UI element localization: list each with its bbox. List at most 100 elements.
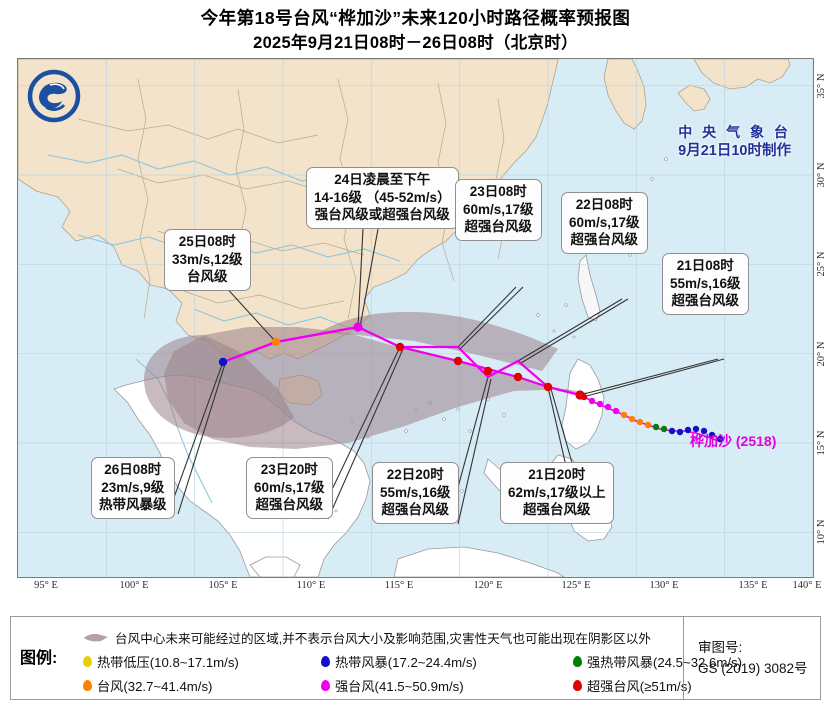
- lat-tick: 10° N: [816, 519, 827, 545]
- callout-25th-08[interactable]: 25日08时 33m/s,12级 台风级: [164, 229, 251, 291]
- forecast-track-line-main: [222, 325, 581, 397]
- legend-label: 超强台风(≥51m/s): [587, 678, 692, 694]
- track-point-23rd-08: [453, 356, 463, 366]
- callout-line-1: 21日20时: [528, 467, 586, 482]
- callout-line-2: 55m/s,16级: [380, 484, 451, 500]
- observed-track-points: [580, 393, 724, 443]
- track-point-21st-20: [543, 382, 553, 392]
- callout-line-1: 23日08时: [469, 184, 527, 199]
- lon-tick: 100° E: [119, 580, 149, 591]
- callout-line-3: 强台风级或超强台风级: [314, 207, 450, 222]
- lat-tick: 20° N: [816, 341, 827, 367]
- lon-tick: 115° E: [384, 580, 414, 591]
- legend-row-2: 台风(32.7~41.4m/s) 强台风(41.5~50.9m/s) 超强台风(…: [83, 673, 823, 697]
- legend-item-severe-tropical-storm: 强热带风暴(24.5~32.6m/s): [573, 652, 823, 671]
- title-line-2: 2025年9月21日08时－26日08时（北京时）: [253, 34, 578, 52]
- legend-item-typhoon: 台风(32.7~41.4m/s): [83, 676, 321, 695]
- probability-cone-north-lobe: [318, 311, 558, 371]
- lat-tick: 25° N: [816, 251, 827, 277]
- probability-cone-west-lobe: [144, 335, 294, 438]
- callout-line-2: 14-16级 （45-52m/s）: [314, 189, 451, 205]
- callout-21st-20[interactable]: 21日20时 62m/s,17级以上 超强台风级: [500, 462, 614, 524]
- callout-26th-08[interactable]: 26日08时 23m/s,9级 热带风暴级: [91, 457, 175, 519]
- legend-item-tropical-depression: 热带低压(10.8~17.1m/s): [83, 652, 321, 671]
- callout-line-1: 22日08时: [575, 197, 633, 212]
- legend-label: 热带风暴(17.2~24.4m/s): [335, 654, 477, 670]
- callout-line-1: 24日凌晨至下午: [334, 172, 431, 187]
- track-point-26th: [218, 357, 228, 367]
- lon-tick: 135° E: [738, 580, 768, 591]
- legend-title: 图例:: [20, 650, 58, 667]
- callout-line-3: 超强台风级: [570, 232, 639, 247]
- lon-tick: 110° E: [296, 580, 326, 591]
- forecast-track-points: [218, 322, 585, 400]
- callout-22nd-08[interactable]: 22日08时 60m/s,17级 超强台风级: [561, 192, 648, 254]
- callout-line-3: 热带风暴级: [99, 497, 167, 512]
- page-title: 今年第18号台风“桦加沙”未来120小时路径概率预报图 2025年9月21日08…: [0, 6, 831, 55]
- legend-item-severe-typhoon: 强台风(41.5~50.9m/s): [321, 676, 573, 695]
- leader-lines: [167, 228, 725, 525]
- legend-item-super-typhoon: 超强台风(≥51m/s): [573, 676, 823, 695]
- legend-shaded-area-row: 台风中心未来可能经过的区域,并不表示台风大小及影响范围,灾害性天气也可能出现在阴…: [83, 627, 743, 647]
- callout-line-1: 26日08时: [104, 462, 162, 477]
- cma-logo-icon: [27, 69, 81, 123]
- track-point-23rd-20: [395, 342, 405, 352]
- callout-24th[interactable]: 24日凌晨至下午 14-16级 （45-52m/s） 强台风级或超强台风级: [306, 167, 459, 229]
- callout-22nd-20[interactable]: 22日20时 55m/s,16级 超强台风级: [372, 462, 459, 524]
- cone-swatch-icon: [84, 633, 108, 641]
- tropical-depression-icon: [83, 655, 92, 667]
- landmass-japan: [693, 59, 791, 90]
- lon-tick: 140° E: [792, 580, 822, 591]
- callout-line-2: 33m/s,12级: [172, 251, 243, 267]
- lon-tick: 105° E: [208, 580, 238, 591]
- typhoon-track-map[interactable]: 中 央 气 象 台 9月21日10时制作 桦加沙 (2518) 24日凌晨至下午…: [17, 58, 814, 578]
- landmass-taiwan: [577, 254, 601, 322]
- legend-content: 台风中心未来可能经过的区域,并不表示台风大小及影响范围,灾害性天气也可能出现在阴…: [83, 621, 742, 697]
- callout-line-3: 超强台风级: [381, 502, 450, 517]
- legend-label: 台风(32.7~41.4m/s): [97, 678, 213, 694]
- legend-panel: 图例: 台风中心未来可能经过的区域,并不表示台风大小及影响范围,灾害性天气也可能…: [10, 616, 821, 700]
- callout-line-1: 21日08时: [676, 258, 734, 273]
- severe-typhoon-icon: [321, 679, 330, 691]
- legend-shaded-area-text: 台风中心未来可能经过的区域,并不表示台风大小及影响范围,灾害性天气也可能出现在阴…: [115, 631, 651, 646]
- lat-tick: 15° N: [816, 430, 827, 456]
- legend-label: 热带低压(10.8~17.1m/s): [97, 654, 239, 670]
- callout-21st-08[interactable]: 21日08时 55m/s,16级 超强台风级: [662, 253, 749, 315]
- callout-line-3: 超强台风级: [671, 293, 740, 308]
- lat-tick: 30° N: [816, 162, 827, 188]
- callout-line-2: 23m/s,9级: [101, 479, 165, 495]
- callout-line-3: 超强台风级: [255, 497, 324, 512]
- landmass-korea: [603, 59, 647, 130]
- storm-name-label: 桦加沙 (2518): [690, 433, 777, 449]
- lon-tick: 125° E: [561, 580, 591, 591]
- callout-line-1: 25日08时: [178, 234, 236, 249]
- callout-line-3: 超强台风级: [464, 219, 533, 234]
- track-point-24th: [353, 322, 363, 332]
- latitude-axis: 35° N 30° N 25° N 20° N 15° N 10° N: [814, 58, 831, 578]
- lon-tick: 95° E: [34, 580, 58, 591]
- tropical-storm-icon: [321, 655, 330, 667]
- landmass-malay: [249, 556, 301, 577]
- callout-line-1: 22日20时: [386, 467, 444, 482]
- legend-label: 强台风(41.5~50.9m/s): [335, 678, 464, 694]
- callout-23rd-08[interactable]: 23日08时 60m/s,17级 超强台风级: [455, 179, 542, 241]
- lon-tick: 130° E: [649, 580, 679, 591]
- lat-tick: 35° N: [816, 73, 827, 99]
- severe-tropical-storm-icon: [573, 655, 582, 667]
- track-point-25th: [271, 337, 281, 347]
- legend-item-tropical-storm: 热带风暴(17.2~24.4m/s): [321, 652, 573, 671]
- callout-line-2: 60m/s,17级: [463, 201, 534, 217]
- typhoon-icon: [83, 679, 92, 691]
- audit-number: GS (2019) 3082号: [698, 661, 808, 676]
- callout-line-1: 23日20时: [260, 462, 318, 477]
- callout-23rd-20[interactable]: 23日20时 60m/s,17级 超强台风级: [246, 457, 333, 519]
- track-point-22nd-20: [483, 366, 493, 376]
- audit-number-box: 审图号: GS (2019) 3082号: [683, 617, 820, 699]
- callout-line-3: 台风级: [187, 269, 228, 284]
- lon-tick: 120° E: [473, 580, 503, 591]
- callout-line-2: 60m/s,17级: [254, 479, 325, 495]
- legend-label: 强热带风暴(24.5~32.6m/s): [587, 654, 742, 670]
- callout-line-3: 超强台风级: [523, 502, 591, 517]
- track-point-22nd-08: [513, 372, 523, 382]
- legend-row-1: 热带低压(10.8~17.1m/s) 热带风暴(17.2~24.4m/s) 强热…: [83, 649, 823, 673]
